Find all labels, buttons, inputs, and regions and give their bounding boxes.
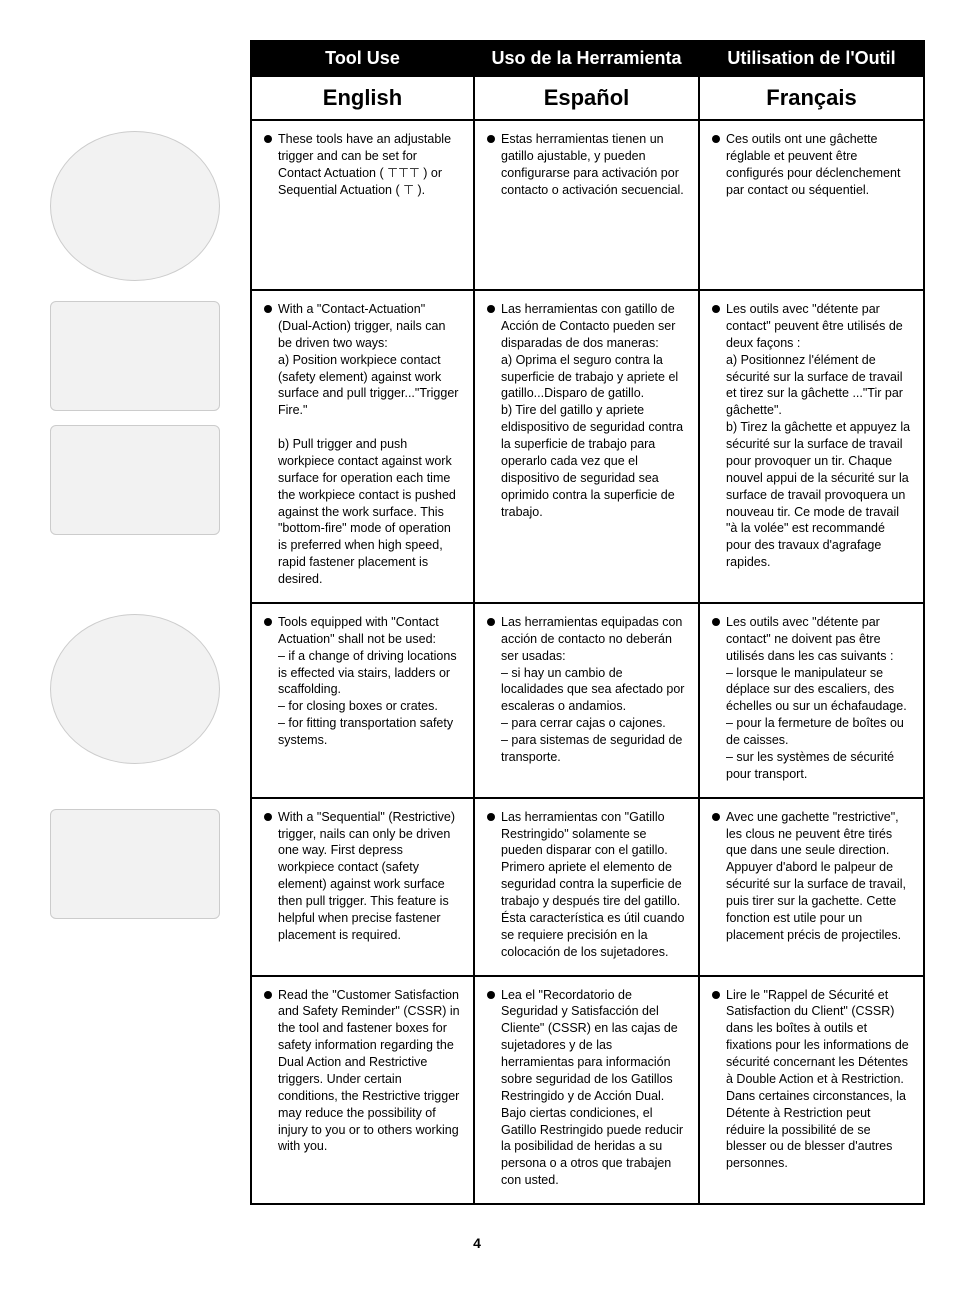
text-es: Las herramientas equipadas con acción de… <box>475 604 700 799</box>
header-tool-use: Tool Use <box>250 40 475 77</box>
body-text: Tools equipped with "Contact Actuation" … <box>278 614 461 749</box>
bullet-icon <box>487 991 495 999</box>
bullet-icon <box>264 618 272 626</box>
bullet-icon <box>712 813 720 821</box>
bullet-icon <box>487 813 495 821</box>
diagram-column <box>0 291 250 604</box>
bullet-icon <box>712 305 720 313</box>
body-text: These tools have an adjustable trigger a… <box>278 131 461 199</box>
bullet-icon <box>487 305 495 313</box>
diagram-column <box>0 799 250 977</box>
body-text: Avec une gachette "restrictive", les clo… <box>726 809 911 944</box>
contact-method-a-icon <box>50 301 220 411</box>
body-text: Las herramientas con "Gatillo Restringid… <box>501 809 686 961</box>
text-fr: Ces outils ont une gâchette réglable et … <box>700 121 925 291</box>
language-header-row: English Español Français <box>250 77 926 121</box>
sequential-trigger-icon <box>50 809 220 919</box>
lang-francais: Français <box>700 77 925 121</box>
text-es: Lea el "Recordatorio de Seguridad y Sati… <box>475 977 700 1206</box>
content-row: Read the "Customer Satisfaction and Safe… <box>0 977 926 1206</box>
body-text: Estas herramientas tienen un gatillo aju… <box>501 131 686 199</box>
bullet-icon <box>264 135 272 143</box>
bullet-icon <box>264 305 272 313</box>
header-utilisation: Utilisation de l'Outil <box>700 40 925 77</box>
bullet-icon <box>712 618 720 626</box>
bullet-icon <box>264 813 272 821</box>
text-en: With a "Contact-Actuation" (Dual-Action)… <box>250 291 475 604</box>
content-row: These tools have an adjustable trigger a… <box>0 121 926 291</box>
bullet-icon <box>712 135 720 143</box>
text-fr: Les outils avec "détente par contact" ne… <box>700 604 925 799</box>
diagram-column <box>0 604 250 799</box>
text-en: Tools equipped with "Contact Actuation" … <box>250 604 475 799</box>
trigger-selector-icon <box>50 131 220 281</box>
content-row: With a "Sequential" (Restrictive) trigge… <box>0 799 926 977</box>
body-text: Les outils avec "détente par contact" ne… <box>726 614 911 783</box>
body-text: Les outils avec "détente par contact" pe… <box>726 301 911 571</box>
body-text: Las herramientas con gatillo de Acción d… <box>501 301 686 520</box>
contact-method-b-icon <box>50 425 220 535</box>
bullet-icon <box>712 991 720 999</box>
text-en: With a "Sequential" (Restrictive) trigge… <box>250 799 475 977</box>
content-row: Tools equipped with "Contact Actuation" … <box>0 604 926 799</box>
header-uso: Uso de la Herramienta <box>475 40 700 77</box>
lang-english: English <box>250 77 475 121</box>
page-number: 4 <box>0 1235 954 1251</box>
text-es: Las herramientas con gatillo de Acción d… <box>475 291 700 604</box>
text-en: These tools have an adjustable trigger a… <box>250 121 475 291</box>
body-text: Ces outils ont une gâchette réglable et … <box>726 131 911 199</box>
bullet-icon <box>487 135 495 143</box>
bullet-icon <box>487 618 495 626</box>
body-text: Read the "Customer Satisfaction and Safe… <box>278 987 461 1156</box>
body-text: With a "Contact-Actuation" (Dual-Action)… <box>278 301 461 588</box>
diagram-column <box>0 977 250 1206</box>
body-text: Las herramientas equipadas con acción de… <box>501 614 686 766</box>
text-fr: Lire le "Rappel de Sécurité et Satisfact… <box>700 977 925 1206</box>
section-header-row: Tool Use Uso de la Herramienta Utilisati… <box>250 40 926 77</box>
text-es: Las herramientas con "Gatillo Restringid… <box>475 799 700 977</box>
diagram-column <box>0 121 250 291</box>
body-text: Lire le "Rappel de Sécurité et Satisfact… <box>726 987 911 1173</box>
content-row: With a "Contact-Actuation" (Dual-Action)… <box>0 291 926 604</box>
bullet-icon <box>264 991 272 999</box>
text-fr: Avec une gachette "restrictive", les clo… <box>700 799 925 977</box>
text-en: Read the "Customer Satisfaction and Safe… <box>250 977 475 1206</box>
ladder-warning-icon <box>50 614 220 764</box>
text-es: Estas herramientas tienen un gatillo aju… <box>475 121 700 291</box>
text-fr: Les outils avec "détente par contact" pe… <box>700 291 925 604</box>
lang-espanol: Español <box>475 77 700 121</box>
body-text: With a "Sequential" (Restrictive) trigge… <box>278 809 461 944</box>
body-text: Lea el "Recordatorio de Seguridad y Sati… <box>501 987 686 1190</box>
manual-page: Tool Use Uso de la Herramienta Utilisati… <box>0 40 954 1251</box>
